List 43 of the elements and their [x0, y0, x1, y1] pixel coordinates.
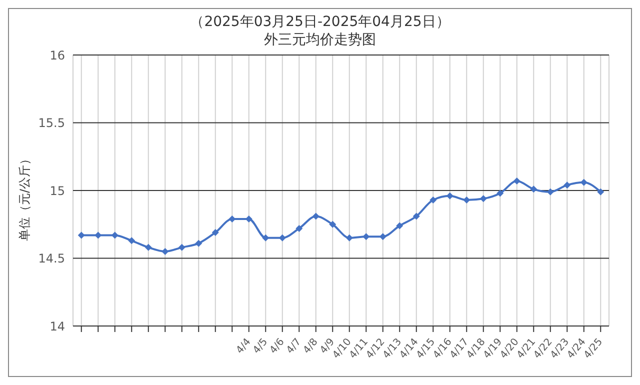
- point: [580, 178, 588, 186]
- x-tick-label: 4/7: [284, 336, 304, 356]
- point: [178, 244, 186, 251]
- point: [446, 192, 454, 200]
- x-tick-label: 4/8: [301, 336, 320, 356]
- point: [296, 224, 303, 232]
- point: [396, 222, 404, 230]
- point: [278, 234, 286, 242]
- point: [128, 237, 136, 244]
- point: [78, 232, 85, 239]
- x-tick-label: 4/4: [234, 336, 254, 356]
- point: [463, 196, 470, 204]
- point: [480, 195, 487, 202]
- point: [379, 233, 386, 240]
- point: [546, 188, 554, 196]
- point: [162, 248, 169, 255]
- point: [362, 233, 370, 240]
- point: [329, 220, 336, 228]
- point: [430, 196, 437, 204]
- y-tick-label: 15: [50, 184, 65, 198]
- point: [94, 232, 102, 239]
- x-tick-label: 4/5: [251, 336, 270, 356]
- y-tick-label: 15.5: [38, 116, 65, 130]
- y-axis-title: 单位（元/公斤）: [16, 152, 32, 242]
- point: [195, 240, 202, 247]
- y-tick-label: 14: [50, 319, 65, 334]
- point: [111, 232, 118, 239]
- chart-title: （2025年03月25日-2025年04月25日）: [189, 13, 451, 31]
- point: [144, 244, 152, 251]
- y-tick-label: 14.5: [38, 252, 65, 266]
- point: [312, 212, 320, 220]
- point: [212, 229, 219, 236]
- y-tick-label: 16: [50, 48, 65, 62]
- chart-subtitle: 外三元均价走势图: [263, 31, 377, 49]
- point: [530, 186, 538, 193]
- point: [346, 234, 353, 242]
- point: [412, 212, 420, 220]
- x-tick-label: 4/6: [268, 336, 287, 356]
- point: [597, 188, 604, 196]
- point: [513, 178, 520, 185]
- point: [564, 182, 571, 189]
- point: [496, 190, 504, 197]
- point: [262, 234, 270, 242]
